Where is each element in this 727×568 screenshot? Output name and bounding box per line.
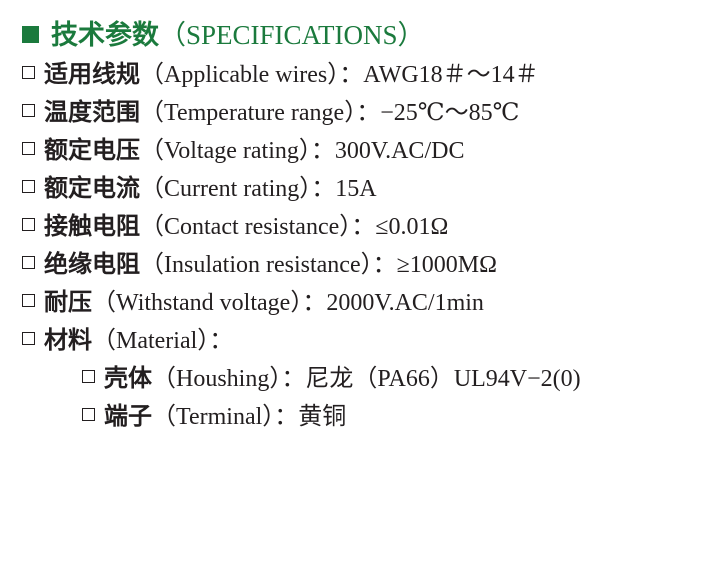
spec-label-zh: 材料: [44, 328, 92, 354]
checkbox-bullet-icon: [22, 294, 35, 307]
spec-value: 黄铜: [298, 404, 347, 430]
checkbox-bullet-icon: [22, 180, 35, 193]
spec-row: 绝缘电阻（Insulation resistance）：≥1000MΩ: [22, 250, 497, 280]
spec-label-zh: 壳体: [104, 366, 152, 392]
spec-value: 2000V.AC/1min: [326, 290, 484, 316]
spec-label-en: （Material）：: [92, 328, 234, 354]
spec-label-zh: 温度范围: [44, 100, 140, 126]
spec-row: 温度范围（Temperature range）：−25℃～85℃: [22, 98, 519, 128]
spec-value: ≤0.01Ω: [375, 214, 449, 240]
spec-row: 适用线规（Applicable wires）：AWG18＃～14＃: [22, 60, 539, 90]
spec-row: 额定电压（Voltage rating）：300V.AC/DC: [22, 136, 464, 166]
spec-label-zh: 适用线规: [44, 62, 140, 88]
spec-label-en: （Applicable wires）：: [140, 62, 364, 88]
spec-row: 耐压（Withstand voltage）：2000V.AC/1min: [22, 288, 484, 318]
checkbox-bullet-icon: [22, 218, 35, 231]
spec-value: 尼龙（PA66）UL94V−2(0): [305, 366, 581, 392]
spec-value: AWG18＃～14＃: [363, 62, 539, 88]
spec-label-zh: 绝缘电阻: [44, 252, 140, 278]
checkbox-bullet-icon: [82, 370, 95, 383]
spec-label-en: （Houshing）：: [152, 366, 306, 392]
spec-value: −25℃～85℃: [380, 100, 520, 126]
spec-row: 材料（Material）：: [22, 326, 233, 356]
checkbox-bullet-icon: [22, 66, 35, 79]
spec-label-en: （Temperature range）：: [140, 100, 381, 126]
spec-value: ≥1000MΩ: [396, 252, 497, 278]
spec-value: 300V.AC/DC: [334, 138, 465, 164]
spec-label-en: （Voltage rating）：: [140, 138, 335, 164]
checkbox-bullet-icon: [22, 332, 35, 345]
spec-label-en: （Terminal）：: [152, 404, 299, 430]
spec-label-zh: 耐压: [44, 290, 92, 316]
spec-label-zh: 端子: [104, 404, 152, 430]
spec-label-zh: 接触电阻: [44, 214, 140, 240]
checkbox-bullet-icon: [22, 256, 35, 269]
spec-label-en: （Contact resistance）：: [140, 214, 376, 240]
title-zh: 技术参数: [51, 20, 159, 50]
section-title: 技术参数（SPECIFICATIONS）: [22, 18, 425, 52]
spec-label-zh: 额定电流: [44, 176, 140, 202]
title-en: （SPECIFICATIONS）: [159, 20, 425, 50]
spec-value: 15A: [335, 176, 377, 202]
spec-label-zh: 额定电压: [44, 138, 140, 164]
square-bullet-icon: [22, 26, 39, 43]
checkbox-bullet-icon: [22, 104, 35, 117]
spec-label-en: （Current rating）：: [140, 176, 336, 202]
spec-row: 端子（Terminal）：黄铜: [82, 402, 346, 432]
spec-label-en: （Insulation resistance）：: [140, 252, 397, 278]
spec-label-en: （Withstand voltage）：: [92, 290, 327, 316]
spec-row: 壳体（Houshing）：尼龙（PA66）UL94V−2(0): [82, 364, 581, 394]
spec-row: 接触电阻（Contact resistance）：≤0.01Ω: [22, 212, 448, 242]
spec-row: 额定电流（Current rating）：15A: [22, 174, 377, 204]
checkbox-bullet-icon: [22, 142, 35, 155]
checkbox-bullet-icon: [82, 408, 95, 421]
